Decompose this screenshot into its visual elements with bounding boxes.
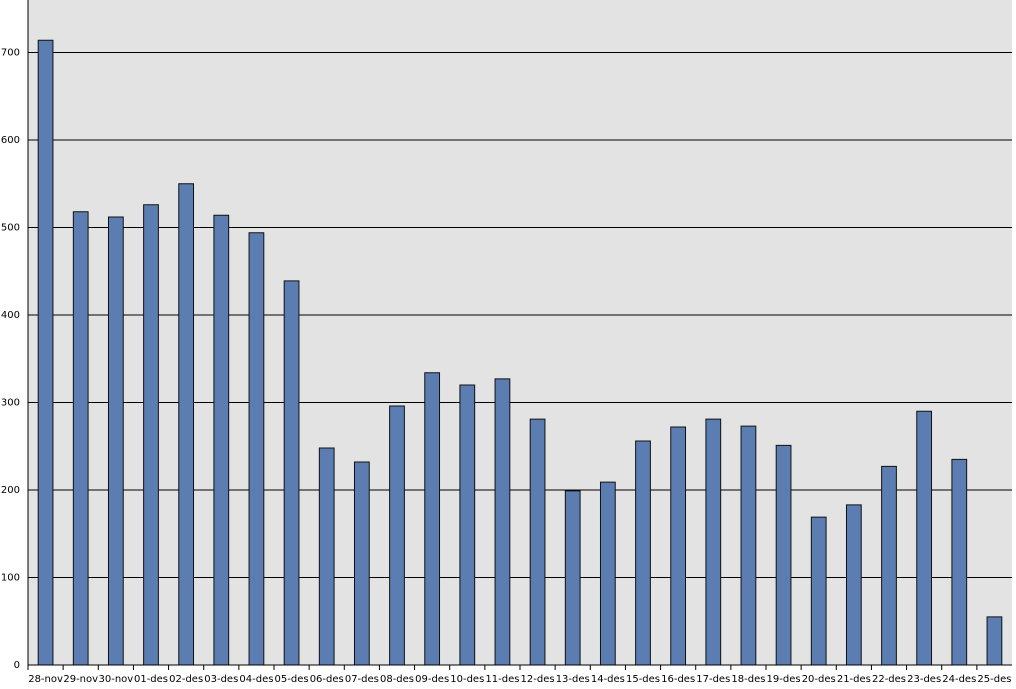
bar [37, 39, 54, 666]
bar [494, 378, 511, 666]
plot-area [28, 0, 1012, 665]
x-tick-label: 14-des [591, 674, 625, 685]
x-tick-label: 22-des [872, 674, 906, 685]
bar [283, 280, 300, 666]
y-tick-label: 400 [1, 310, 20, 321]
bar [916, 410, 933, 666]
bar [845, 504, 862, 666]
bar [635, 440, 651, 666]
bar [178, 183, 195, 666]
x-tick-label: 12-des [521, 674, 555, 685]
bar [248, 232, 265, 666]
bar [740, 425, 757, 666]
x-tick-label: 25-des [977, 674, 1011, 685]
y-tick-label: 100 [1, 573, 20, 584]
y-tick-label: 600 [1, 135, 20, 146]
x-tick-label: 01-des [134, 674, 168, 685]
x-tick-label: 24-des [942, 674, 976, 685]
x-tick-label: 06-des [310, 674, 344, 685]
x-tick-label: 29-nov [63, 674, 98, 685]
y-tick-label: 500 [1, 223, 20, 234]
y-tick-label: 200 [1, 485, 20, 496]
bar [599, 481, 616, 666]
x-tick-label: 07-des [345, 674, 379, 685]
x-tick-label: 02-des [169, 674, 203, 685]
bar [72, 211, 89, 666]
x-tick-label: 03-des [204, 674, 238, 685]
x-tick-label: 21-des [837, 674, 871, 685]
bar [670, 426, 687, 666]
bar [705, 418, 722, 666]
bar [529, 418, 546, 666]
x-tick-label: 23-des [907, 674, 941, 685]
x-tick-label: 15-des [626, 674, 660, 685]
x-tick-label: 30-nov [98, 674, 133, 685]
x-tick-label: 05-des [275, 674, 309, 685]
bar [213, 214, 230, 666]
bar [107, 216, 124, 666]
bar [881, 465, 897, 666]
x-tick-label: 10-des [450, 674, 484, 685]
bar [459, 384, 476, 666]
x-tick-label: 13-des [556, 674, 590, 685]
x-tick-label: 18-des [731, 674, 765, 685]
x-tick-label: 11-des [485, 674, 519, 685]
bar [318, 447, 335, 666]
bar [775, 444, 792, 666]
x-tick-label: 16-des [661, 674, 695, 685]
x-tick-label: 09-des [415, 674, 449, 685]
x-tick-label: 20-des [802, 674, 836, 685]
x-tick-label: 28-nov [28, 674, 63, 685]
bar [389, 405, 405, 666]
bar [564, 490, 581, 666]
bar [951, 458, 968, 666]
x-tick-label: 04-des [239, 674, 273, 685]
y-tick-label: 0 [14, 660, 20, 671]
y-tick-label: 700 [1, 48, 20, 59]
x-tick-label: 19-des [767, 674, 801, 685]
x-tick-label: 17-des [696, 674, 730, 685]
y-tick-label: 300 [1, 398, 20, 409]
bar [143, 204, 159, 666]
bar [424, 372, 441, 666]
bar [810, 516, 827, 666]
bar [353, 461, 370, 666]
bar [986, 616, 1003, 666]
x-tick-label: 08-des [380, 674, 414, 685]
